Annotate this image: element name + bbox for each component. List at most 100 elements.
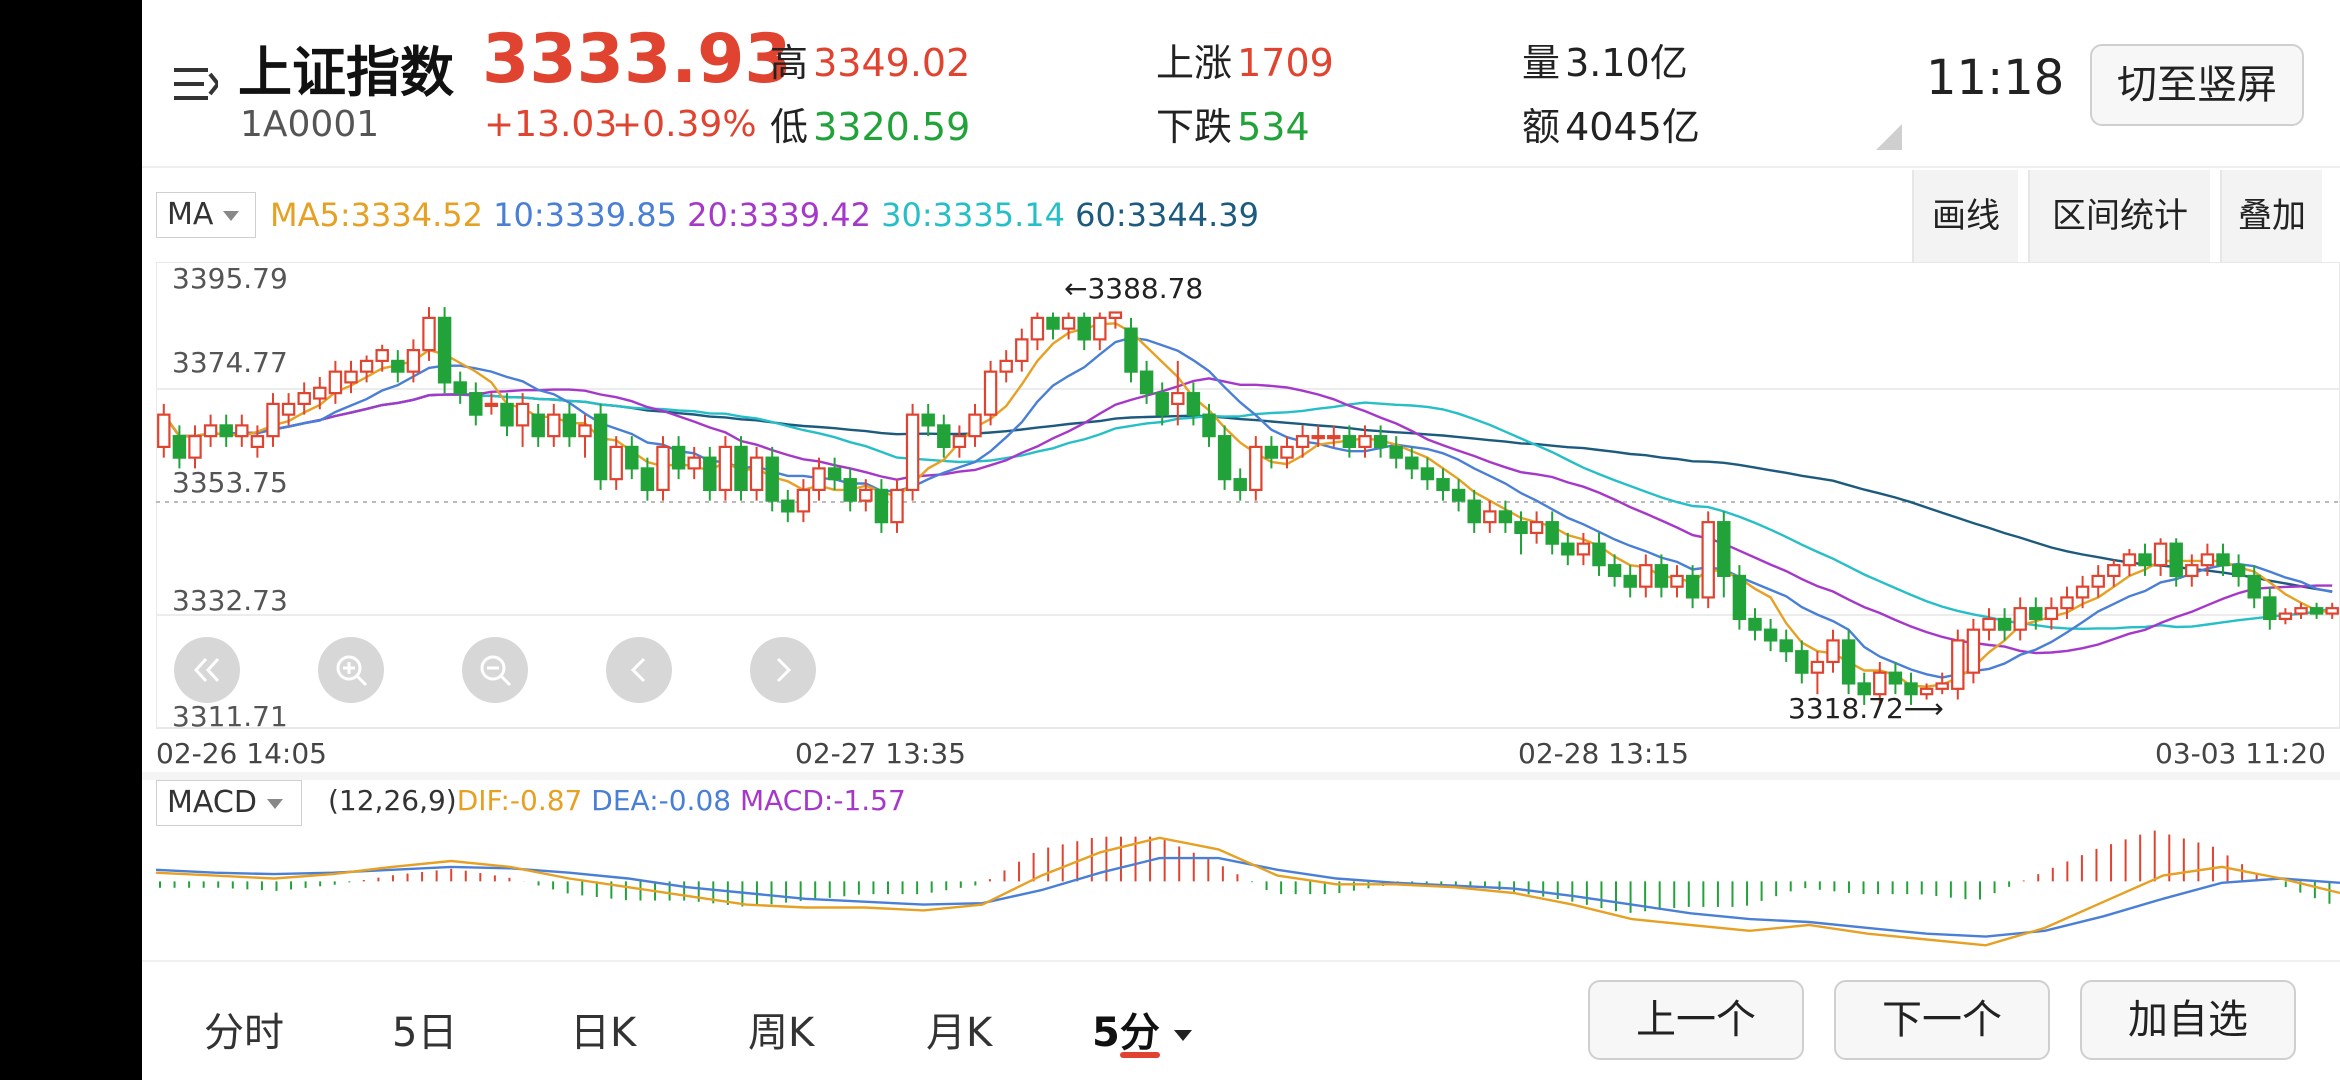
macd-chart[interactable]: [156, 826, 2340, 960]
candle-down: [625, 445, 639, 470]
candle-up: [1015, 338, 1029, 362]
candle-up: [547, 413, 561, 438]
candle-up: [983, 370, 998, 416]
overlay-button[interactable]: 叠加: [2220, 170, 2322, 262]
candle-up: [1483, 510, 1497, 524]
draw-line-button[interactable]: 画线: [1912, 170, 2018, 262]
ma60-value: 60:3344.39: [1075, 196, 1259, 234]
candle-down: [1857, 682, 1871, 696]
tab-5day[interactable]: 5日: [392, 1010, 458, 1056]
candle-down: [1732, 574, 1747, 621]
max-price-marker: ←3388.78: [1064, 272, 1204, 305]
tab-5min[interactable]: 5分: [1092, 1000, 1192, 1058]
candle-down: [827, 467, 842, 481]
candle-up: [1576, 542, 1591, 556]
chevron-right-icon: [776, 657, 792, 683]
bottom-divider: [142, 960, 2340, 962]
next-button[interactable]: 下一个: [1834, 980, 2050, 1060]
candle-down: [1389, 445, 1403, 459]
candle-down: [1139, 370, 1154, 395]
candle-down: [1514, 521, 1528, 535]
candle-down: [1592, 542, 1606, 567]
candle-up: [406, 349, 421, 373]
candle-up: [2075, 585, 2090, 599]
candle-down: [1795, 650, 1809, 674]
scroll-left-button[interactable]: [606, 637, 672, 703]
candle-up: [344, 370, 358, 384]
add-watchlist-button[interactable]: 加自选: [2080, 980, 2296, 1060]
resize-handle-icon[interactable]: [1876, 124, 1902, 154]
zoom-out-icon: [480, 655, 512, 687]
ma-selector[interactable]: MA: [156, 192, 256, 238]
candle-down: [2138, 553, 2152, 567]
zoom-out-button[interactable]: [462, 637, 528, 703]
candle-up: [2153, 542, 2168, 567]
candle-down: [1233, 478, 1247, 492]
candle-down: [1155, 392, 1169, 416]
ma-selector-label: MA: [167, 197, 214, 232]
candle-up: [1670, 574, 1684, 588]
low-stat: 低 3320.59: [770, 96, 970, 151]
candle-up: [578, 424, 592, 438]
candle-up: [999, 359, 1013, 373]
range-stats-button[interactable]: 区间统计: [2028, 170, 2210, 262]
candle-down: [531, 413, 545, 438]
candle-up: [1919, 687, 1934, 696]
candle-up: [2200, 553, 2215, 567]
tab-monthly-k[interactable]: 月K: [926, 1010, 993, 1056]
tab-weekly-k[interactable]: 周K: [748, 1010, 815, 1056]
candle-up: [484, 402, 499, 407]
price-axis-label: 3353.75: [172, 466, 288, 499]
candle-down: [640, 467, 655, 492]
index-code: 1A0001: [240, 104, 380, 145]
ma30-value: 30:3335.14: [881, 196, 1065, 234]
zoom-in-button[interactable]: [318, 637, 384, 703]
candle-up: [250, 435, 265, 448]
previous-button[interactable]: 上一个: [1588, 980, 1804, 1060]
candle-down: [2263, 596, 2277, 621]
candle-down: [734, 445, 748, 492]
candle-down: [781, 499, 795, 513]
candle-down: [453, 381, 467, 395]
candlestick-chart[interactable]: [156, 262, 2340, 736]
candle-up: [952, 435, 967, 448]
candle-up: [796, 488, 811, 513]
candle-down: [703, 456, 717, 492]
tab-daily-k[interactable]: 日K: [570, 1010, 637, 1056]
candle-down: [1405, 456, 1419, 470]
chevron-left-icon: [630, 657, 646, 683]
candle-up: [1249, 445, 1263, 492]
macd-value: MACD:-1.57: [739, 784, 906, 817]
up-value: 1709: [1237, 41, 1334, 85]
portrait-mode-button[interactable]: 切至竖屏: [2090, 44, 2304, 126]
candle-down: [843, 478, 857, 502]
menu-icon[interactable]: [174, 64, 221, 104]
up-count-stat: 上涨 1709: [1156, 32, 1334, 87]
candle-up: [1935, 682, 1949, 690]
active-tab-indicator: [1120, 1052, 1160, 1058]
candle-down: [1202, 413, 1216, 438]
candle-down: [1763, 628, 1778, 642]
scroll-right-button[interactable]: [750, 637, 816, 703]
candle-down: [562, 413, 577, 438]
dif-value: DIF:-0.87: [456, 784, 583, 817]
candle-up: [812, 467, 826, 492]
candle-up: [2107, 564, 2121, 578]
tab-intraday[interactable]: 分时: [204, 1010, 284, 1056]
down-label: 下跌: [1156, 105, 1233, 149]
candle-up: [1358, 435, 1372, 448]
candle-up: [2060, 596, 2074, 610]
rewind-button[interactable]: [174, 637, 240, 703]
candle-down: [2309, 607, 2324, 615]
candle-down: [1373, 435, 1388, 448]
macd-selector[interactable]: MACD: [156, 780, 302, 826]
candle-down: [219, 424, 233, 438]
high-value: 3349.02: [813, 41, 971, 85]
candle-down: [1623, 574, 1637, 588]
candle-up: [609, 445, 623, 481]
ma5-line: [162, 322, 2333, 688]
candle-down: [1997, 617, 2012, 631]
candle-up: [1093, 316, 1107, 341]
candle-down: [1779, 639, 1793, 653]
candle-down: [1748, 617, 1762, 631]
